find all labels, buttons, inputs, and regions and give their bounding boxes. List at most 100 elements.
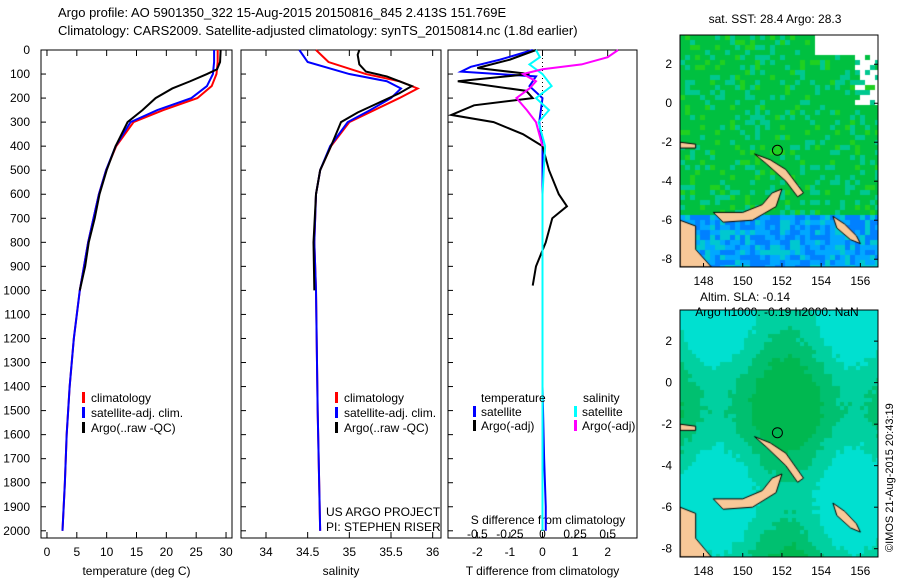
legend-swatch (335, 422, 338, 433)
y-tick-label: -2 (661, 417, 672, 431)
y-tick-label: 100 (10, 67, 30, 81)
sst-map-frame (679, 34, 879, 268)
legend-heading-temperature: temperature (481, 391, 546, 405)
x-tick-label: 34.5 (296, 545, 320, 559)
sla-map-title: Altim. SLA: -0.14 (700, 290, 790, 304)
x-tick-label: 154 (811, 274, 831, 288)
x-tick-label: 0 (44, 545, 51, 559)
y-tick-label: 2 (665, 57, 672, 71)
legend-label: climatology (344, 391, 404, 405)
series-line-argo (312, 49, 415, 291)
y-tick-label: 900 (10, 259, 30, 273)
x-tick-label: 2 (604, 545, 611, 559)
legend-label: satellite (582, 405, 623, 419)
y-tick-label: 700 (10, 211, 30, 225)
x-tick-label: 156 (850, 564, 870, 578)
s-axis-label: S difference from climatology (471, 513, 626, 527)
x-tick-label: 10 (100, 545, 114, 559)
x-tick-label: 34 (259, 545, 273, 559)
y-tick-label: -2 (661, 135, 672, 149)
x-tick-label: 15 (130, 545, 144, 559)
project-line1: US ARGO PROJECT (326, 505, 441, 519)
legend-swatch (574, 420, 577, 431)
x-tick-label: 152 (772, 274, 792, 288)
sst-map-title: sat. SST: 28.4 Argo: 28.3 (709, 12, 842, 26)
y-tick-label: 1800 (3, 476, 30, 490)
y-tick-label: -8 (661, 252, 672, 266)
series-line-salinity-satellite (527, 49, 554, 531)
argo-position-marker (771, 427, 783, 439)
sla-map-image (680, 310, 878, 557)
series-line-argo (78, 49, 222, 291)
y-tick-label: 200 (10, 91, 30, 105)
y-tick-label: 0 (665, 96, 672, 110)
project-line2: PI: STEPHEN RISER (326, 520, 441, 534)
y-tick-label: 600 (10, 187, 30, 201)
y-tick-label: 0 (665, 376, 672, 390)
x-tick-label: 150 (733, 564, 753, 578)
s-tick-label: 0 (539, 527, 546, 541)
sla-map-frame (679, 309, 879, 558)
legend-heading-salinity: salinity (583, 391, 620, 405)
x-tick-label: 148 (694, 274, 714, 288)
legend-swatch (82, 392, 85, 403)
y-tick-label: 2000 (3, 524, 30, 538)
y-tick-label: 0 (23, 43, 30, 57)
salinity-axes-frame (240, 49, 442, 539)
series-line-climatology (313, 49, 421, 531)
x-tick-label: 20 (160, 545, 174, 559)
s-tick-label: 0.5 (599, 527, 616, 541)
sla-map-subtitle: Argo h1000: -0.19 h2000: NaN (695, 305, 858, 319)
legend-swatch (335, 392, 338, 403)
x-tick-label: 36 (426, 545, 440, 559)
x-tick-label: 35.5 (379, 545, 403, 559)
legend-label: climatology (91, 391, 151, 405)
y-tick-label: 1200 (3, 331, 30, 345)
x-axis-label: temperature (deg C) (82, 564, 190, 578)
legend-swatch (473, 406, 476, 417)
legend-label: Argo(-adj) (582, 419, 635, 433)
legend-swatch (82, 422, 85, 433)
argo-position-marker (771, 144, 783, 156)
y-tick-label: -6 (661, 213, 672, 227)
series-line-climatology (61, 50, 219, 531)
s-tick-label: 0.25 (563, 527, 587, 541)
x-axis-label: T difference from climatology (466, 564, 620, 578)
legend-label: satellite-adj. clim. (344, 406, 436, 420)
x-tick-label: 150 (733, 274, 753, 288)
y-tick-label: 1700 (3, 452, 30, 466)
x-tick-label: 152 (772, 564, 792, 578)
y-tick-label: -6 (661, 500, 672, 514)
y-tick-label: 300 (10, 115, 30, 129)
series-line-satellite (298, 49, 403, 531)
legend-swatch (82, 407, 85, 418)
y-tick-label: 2 (665, 334, 672, 348)
s-tick-label: -0.25 (496, 527, 524, 541)
credit-text: ©IMOS 21-Aug-2015 20:43:19 (884, 403, 896, 552)
x-tick-label: 148 (694, 564, 714, 578)
legend-label: satellite-adj. clim. (91, 406, 183, 420)
x-tick-label: 0 (539, 545, 546, 559)
legend-swatch (574, 406, 577, 417)
y-tick-label: 800 (10, 235, 30, 249)
y-tick-label: -4 (661, 459, 672, 473)
x-tick-label: 35 (343, 545, 357, 559)
x-tick-label: 1 (572, 545, 579, 559)
series-line-temperature-satellite (457, 49, 547, 531)
x-tick-label: -1 (505, 545, 516, 559)
legend-label: Argo(..raw -QC) (344, 421, 429, 435)
series-line-satellite (61, 50, 216, 531)
legend-swatch (335, 407, 338, 418)
x-tick-label: 156 (850, 274, 870, 288)
x-tick-label: 30 (219, 545, 233, 559)
y-tick-label: 400 (10, 139, 30, 153)
y-tick-label: 1000 (3, 283, 30, 297)
x-tick-label: -2 (472, 545, 483, 559)
x-tick-label: 25 (190, 545, 204, 559)
header-line2: Climatology: CARS2009. Satellite-adjuste… (58, 23, 578, 38)
y-tick-label: 1400 (3, 380, 30, 394)
y-tick-label: -4 (661, 174, 672, 188)
y-tick-label: 1600 (3, 428, 30, 442)
legend-label: satellite (481, 405, 522, 419)
